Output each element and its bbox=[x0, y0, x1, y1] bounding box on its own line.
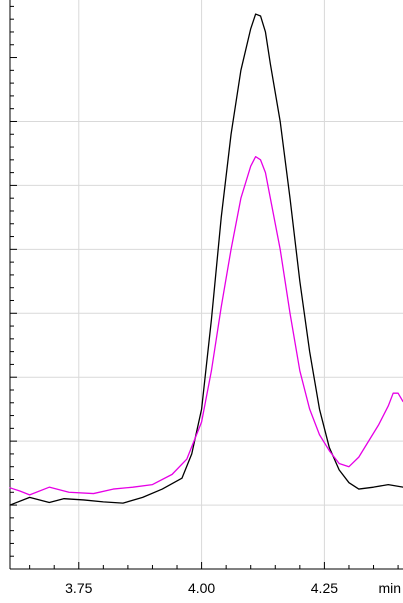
plot-background bbox=[10, 0, 403, 569]
x-tick-label: 4.25 bbox=[311, 580, 338, 596]
x-tick-label: 4.00 bbox=[188, 580, 215, 596]
axes bbox=[9, 0, 403, 570]
series-line-2 bbox=[9, 155, 403, 496]
series-layer bbox=[9, 13, 403, 506]
x-tick-label: 3.75 bbox=[65, 580, 92, 596]
grid-lines bbox=[10, 0, 403, 569]
x-unit-label: min bbox=[378, 580, 401, 596]
axis-labels: 3.75 4.00 4.25 min bbox=[65, 580, 401, 596]
series-line-1 bbox=[9, 13, 403, 506]
